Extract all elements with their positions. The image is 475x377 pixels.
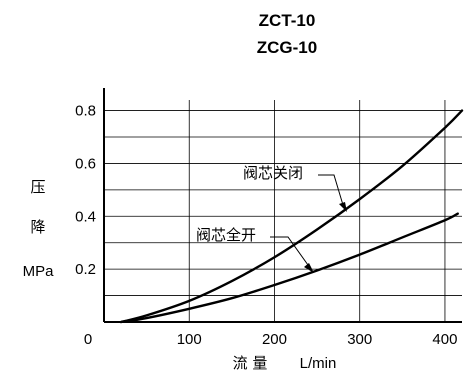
y-tick-label: 0.8 — [75, 103, 96, 120]
chart-title-line-1: ZCT-10 — [259, 11, 316, 30]
chart-grid — [104, 100, 462, 322]
annotation-valve-open-leader — [270, 237, 308, 265]
x-tick-label: 0 — [84, 331, 92, 348]
annotation-valve-open-label: 阀芯全开 — [196, 226, 256, 244]
y-tick-label: 0.6 — [75, 155, 96, 172]
x-tick-label: 400 — [432, 331, 457, 348]
chart-ticks: 0.2 0.4 0.6 0.8 0 100 200 300 400 — [75, 103, 457, 348]
series-line-valve-open — [121, 214, 458, 322]
x-tick-label: 200 — [262, 331, 287, 348]
y-axis-label-unit: MPa — [23, 263, 55, 280]
chart-axes — [104, 88, 462, 322]
chart-title-line-2: ZCG-10 — [257, 38, 317, 57]
x-tick-label: 300 — [347, 331, 372, 348]
y-axis-label-char-1: 压 — [30, 178, 45, 196]
y-tick-label: 0.4 — [75, 208, 96, 225]
annotation-valve-open-arrowhead — [304, 263, 314, 273]
y-axis-label-char-2: 降 — [30, 218, 45, 236]
x-tick-label: 100 — [177, 331, 202, 348]
x-axis-label: 流 量 — [233, 354, 268, 372]
y-tick-label: 0.2 — [75, 261, 96, 278]
annotation-valve-closed-label: 阀芯关闭 — [243, 164, 303, 182]
x-axis-unit: L/min — [300, 355, 337, 372]
